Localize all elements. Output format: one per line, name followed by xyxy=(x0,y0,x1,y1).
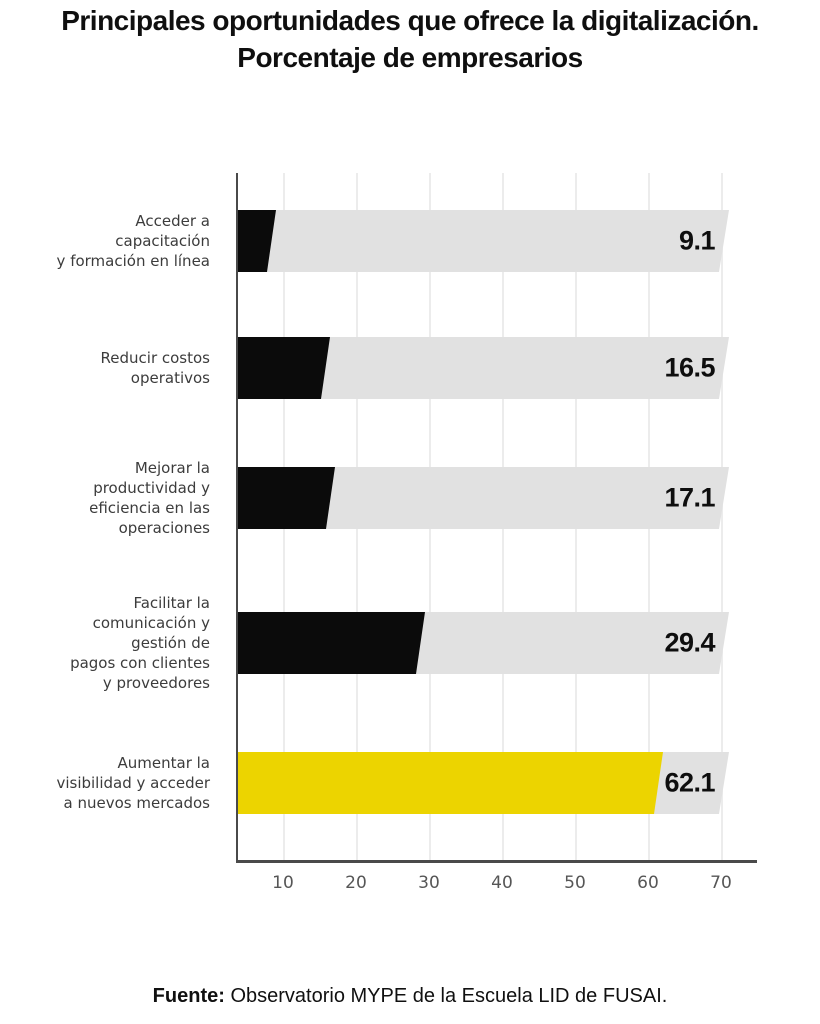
x-tick-label-70: 70 xyxy=(710,873,732,893)
value-label: 17.1 xyxy=(664,482,715,513)
category-label: Reducir costos operativos xyxy=(100,349,210,387)
x-tick-label-40: 40 xyxy=(491,873,513,893)
chart-title: Principales oportunidades que ofrece la … xyxy=(0,2,820,76)
bar-segment xyxy=(238,752,663,814)
category-label: Facilitar la comunicación y gestión de p… xyxy=(70,594,210,692)
x-tick-label-50: 50 xyxy=(564,873,586,893)
chart-title-line2: Porcentaje de empresarios xyxy=(237,42,583,73)
x-tick-label-20: 20 xyxy=(345,873,367,893)
category-label: Mejorar la productividad y eficiencia en… xyxy=(89,459,210,537)
bar-track xyxy=(238,210,729,272)
bar-segment xyxy=(238,467,335,529)
source-text: Observatorio MYPE de la Escuela LID de F… xyxy=(224,985,668,1007)
value-label: 29.4 xyxy=(664,627,715,658)
chart-title-line1: Principales oportunidades que ofrece la … xyxy=(61,5,759,36)
bar-segment xyxy=(238,337,330,399)
x-tick-label-10: 10 xyxy=(272,873,294,893)
value-label: 62.1 xyxy=(664,767,715,798)
category-label: Acceder a capacitación y formación en lí… xyxy=(56,212,210,270)
source-prefix: Fuente: xyxy=(152,985,225,1007)
bar-segment xyxy=(238,612,425,674)
category-labels-column: Acceder a capacitación y formación en lí… xyxy=(0,173,210,860)
value-label: 16.5 xyxy=(664,352,715,383)
x-tick-label-30: 30 xyxy=(418,873,440,893)
gridline-70 xyxy=(721,173,723,860)
source-note: Fuente: Observatorio MYPE de la Escuela … xyxy=(0,985,820,1008)
value-label: 9.1 xyxy=(678,225,716,256)
x-tick-label-60: 60 xyxy=(637,873,659,893)
category-label: Aumentar la visibilidad y acceder a nuev… xyxy=(56,754,210,812)
plot-area: 10 20 30 40 50 60 70 9.1 16.5 17.1 29.4 62.1 xyxy=(236,173,757,893)
